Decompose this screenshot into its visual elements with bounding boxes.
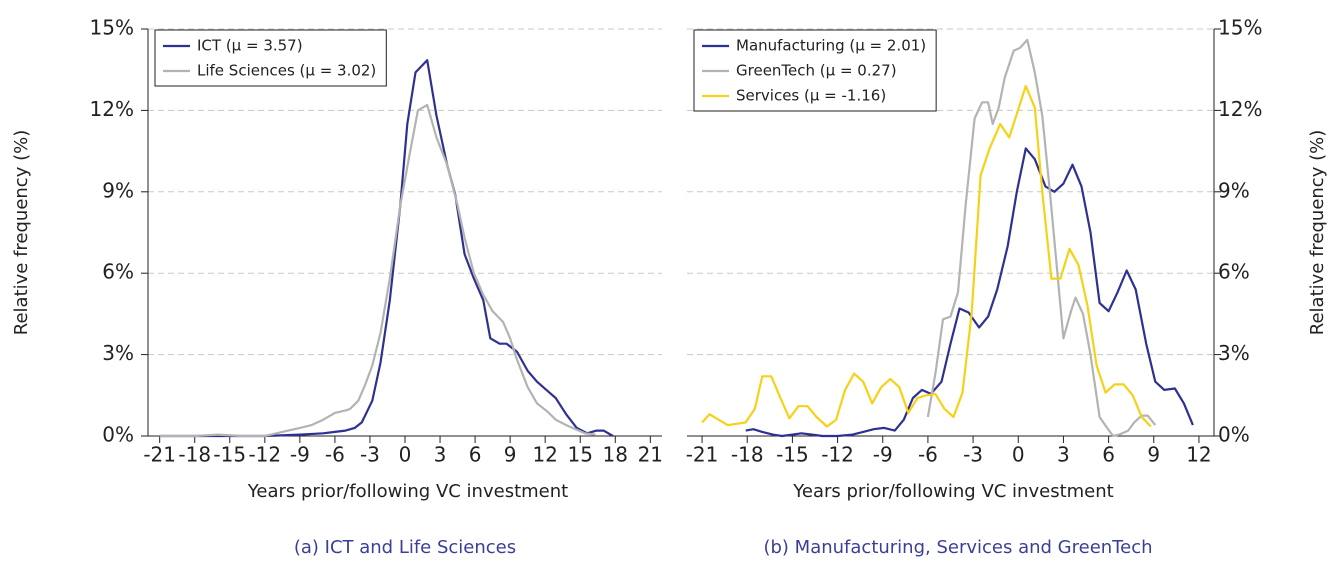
x-tick-label: 12	[1186, 443, 1211, 467]
x-tick-label: 9	[1147, 443, 1160, 467]
x-tick-label: 12	[532, 443, 557, 467]
caption: (b) Manufacturing, Services and GreenTec…	[763, 537, 1152, 558]
x-tick-label: 18	[603, 443, 628, 467]
x-tick-label: -12	[821, 443, 854, 467]
legend-label: Manufacturing (μ = 2.01)	[736, 37, 926, 55]
y-tick-label: 9%	[102, 178, 134, 202]
x-tick-label: 0	[1012, 443, 1025, 467]
y-tick-label: 0%	[1218, 423, 1250, 447]
y-axis-title: Relative frequency (%)	[11, 130, 32, 335]
data-line	[745, 147, 1194, 438]
x-tick-label: 21	[638, 443, 663, 467]
x-tick-label: -6	[918, 443, 938, 467]
x-tick-label: -15	[213, 443, 246, 467]
y-axis-title: Relative frequency (%)	[1307, 130, 1328, 335]
x-tick-label: -15	[776, 443, 809, 467]
legend-label: Services (μ = -1.16)	[736, 87, 886, 105]
y-tick-label: 9%	[1218, 178, 1250, 202]
x-tick-label: 6	[1102, 443, 1115, 467]
legend: Manufacturing (μ = 2.01) GreenTech (μ = 0…	[693, 29, 937, 112]
data-line	[159, 103, 596, 438]
y-tick-label: 12%	[90, 97, 134, 121]
x-tick-label: 0	[399, 443, 412, 467]
x-tick-label: 9	[504, 443, 517, 467]
legend-box	[154, 29, 387, 87]
caption: (a) ICT and Life Sciences	[294, 537, 516, 558]
x-tick-label: 15	[568, 443, 593, 467]
y-tick-label: 3%	[1218, 341, 1250, 365]
legend: ICT (μ = 3.57) Life Sciences (μ = 3.02)	[154, 29, 387, 87]
legend-label: Life Sciences (μ = 3.02)	[197, 62, 376, 80]
x-tick-label: -18	[178, 443, 211, 467]
x-tick-label: -9	[873, 443, 893, 467]
x-tick-label: -3	[360, 443, 380, 467]
y-tick-label: 12%	[1218, 97, 1262, 121]
x-axis-title: Years prior/following VC investment	[792, 481, 1113, 502]
y-tick-label: 6%	[102, 260, 134, 284]
y-tick-label: 15%	[90, 16, 134, 40]
data-line	[701, 84, 1152, 428]
x-tick-label: -21	[686, 443, 719, 467]
x-tick-label: 6	[469, 443, 482, 467]
legend-label: ICT (μ = 3.57)	[197, 37, 303, 55]
x-tick-label: -21	[143, 443, 176, 467]
y-tick-label: 3%	[102, 341, 134, 365]
x-axis-title: Years prior/following VC investment	[247, 481, 568, 502]
x-tick-label: 3	[434, 443, 447, 467]
x-tick-label: -3	[963, 443, 983, 467]
data-line	[926, 38, 1157, 438]
legend-box	[693, 29, 937, 112]
y-tick-label: 6%	[1218, 260, 1250, 284]
y-tick-label: 0%	[102, 423, 134, 447]
x-tick-label: 3	[1057, 443, 1070, 467]
x-tick-label: -12	[248, 443, 281, 467]
x-tick-label: -6	[325, 443, 345, 467]
x-tick-label: -9	[290, 443, 310, 467]
x-tick-label: -18	[731, 443, 764, 467]
legend-label: GreenTech (μ = 0.27)	[736, 62, 897, 80]
data-line	[159, 59, 614, 438]
y-tick-label: 15%	[1218, 16, 1262, 40]
